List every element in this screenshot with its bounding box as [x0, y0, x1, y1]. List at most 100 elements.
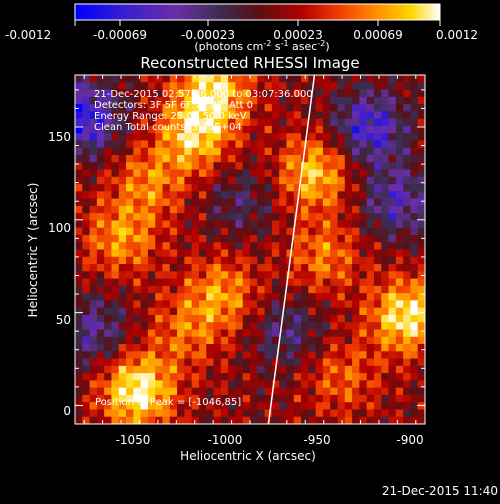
heatmap-cell [308, 278, 317, 287]
heatmap-cell [359, 387, 368, 396]
heatmap-cell [104, 409, 113, 418]
heatmap-cell [330, 329, 339, 338]
heatmap-cell [337, 329, 346, 338]
heatmap-cell [96, 329, 105, 338]
heatmap-cell [89, 133, 98, 142]
heatmap-cell [410, 373, 419, 381]
heatmap-cell [257, 322, 266, 331]
heatmap-cell [242, 154, 251, 163]
heatmap-cell [104, 184, 113, 192]
heatmap-cell [322, 191, 331, 200]
heatmap-cell [198, 184, 207, 192]
heatmap-cell [104, 402, 113, 411]
heatmap-cell [111, 344, 120, 352]
heatmap-cell [417, 213, 425, 222]
heatmap-cell [140, 227, 149, 236]
heatmap-cell [162, 256, 171, 265]
heatmap-cell [373, 285, 382, 294]
heatmap-cell [403, 242, 412, 251]
heatmap-cell [359, 278, 368, 287]
heatmap-cell [235, 198, 244, 207]
heatmap-cell [257, 125, 266, 134]
heatmap-cell [235, 409, 244, 418]
heatmap-cell [177, 373, 185, 381]
heatmap-cell [381, 307, 390, 316]
heatmap-cell [126, 344, 134, 352]
heatmap-cell [301, 387, 309, 396]
heatmap-cell [257, 213, 266, 222]
heatmap-cell [198, 118, 207, 127]
heatmap-cell [177, 416, 185, 424]
heatmap-cell [344, 118, 353, 127]
heatmap-cell [301, 82, 309, 91]
heatmap-cell [155, 220, 164, 229]
heatmap-cell [264, 271, 273, 280]
heatmap-cell [381, 205, 390, 214]
heatmap-cell [140, 293, 149, 301]
heatmap-cell [162, 365, 171, 374]
heatmap-cell [169, 293, 178, 301]
heatmap-cell [89, 96, 98, 105]
heatmap-cell [308, 249, 317, 258]
heatmap-cell [220, 118, 229, 127]
heatmap-cell [373, 75, 382, 83]
heatmap-cell [104, 336, 113, 345]
heatmap-cell [301, 336, 309, 345]
heatmap-cell [177, 147, 185, 156]
heatmap-cell [89, 249, 98, 258]
heatmap-cell [198, 387, 207, 396]
heatmap-cell [359, 285, 368, 294]
heatmap-cell [96, 162, 105, 171]
heatmap-cell [352, 176, 360, 185]
heatmap-cell [403, 293, 412, 301]
heatmap-cell [359, 133, 368, 142]
heatmap-cell [344, 133, 353, 142]
heatmap-cell [96, 234, 105, 243]
heatmap-cell [96, 264, 105, 272]
heatmap-cell [89, 111, 98, 120]
heatmap-cell [198, 271, 207, 280]
heatmap-cell [301, 227, 309, 236]
heatmap-cell [250, 176, 258, 185]
heatmap-cell [308, 373, 317, 381]
heatmap-cell [198, 293, 207, 301]
heatmap-cell [228, 184, 237, 192]
heatmap-cell [133, 213, 142, 222]
heatmap-cell [271, 125, 280, 134]
heatmap-cell [198, 125, 207, 134]
heatmap-cell [75, 358, 83, 367]
heatmap-cell [344, 154, 353, 163]
heatmap-cell [395, 198, 404, 207]
colorbar-tick-label: -0.00023 [181, 28, 235, 42]
heatmap-cell [352, 184, 360, 192]
heatmap-cell [198, 307, 207, 316]
heatmap-cell [111, 307, 120, 316]
heatmap-cell [235, 344, 244, 352]
heatmap-cell [257, 220, 266, 229]
heatmap-cell [308, 264, 317, 272]
heatmap-cell [220, 104, 229, 112]
heatmap-cell [133, 125, 142, 134]
heatmap-cell [126, 176, 134, 185]
heatmap-cell [96, 307, 105, 316]
heatmap-cell [308, 293, 317, 301]
heatmap-cell [381, 104, 390, 112]
heatmap-cell [257, 336, 266, 345]
heatmap-cell [75, 402, 83, 411]
heatmap-cell [82, 125, 91, 134]
heatmap-cell [315, 402, 324, 411]
heatmap-cell [352, 387, 360, 396]
heatmap-cell [96, 380, 105, 389]
heatmap-cell [140, 358, 149, 367]
heatmap-cell [271, 191, 280, 200]
heatmap-cell [337, 227, 346, 236]
heatmap-cell [359, 125, 368, 134]
heatmap-cell [169, 329, 178, 338]
heatmap-cell [220, 227, 229, 236]
heatmap-cell [381, 314, 390, 323]
heatmap-cell [373, 344, 382, 352]
heatmap-cell [337, 75, 346, 83]
heatmap-cell [257, 227, 266, 236]
heatmap-cell [140, 89, 149, 98]
